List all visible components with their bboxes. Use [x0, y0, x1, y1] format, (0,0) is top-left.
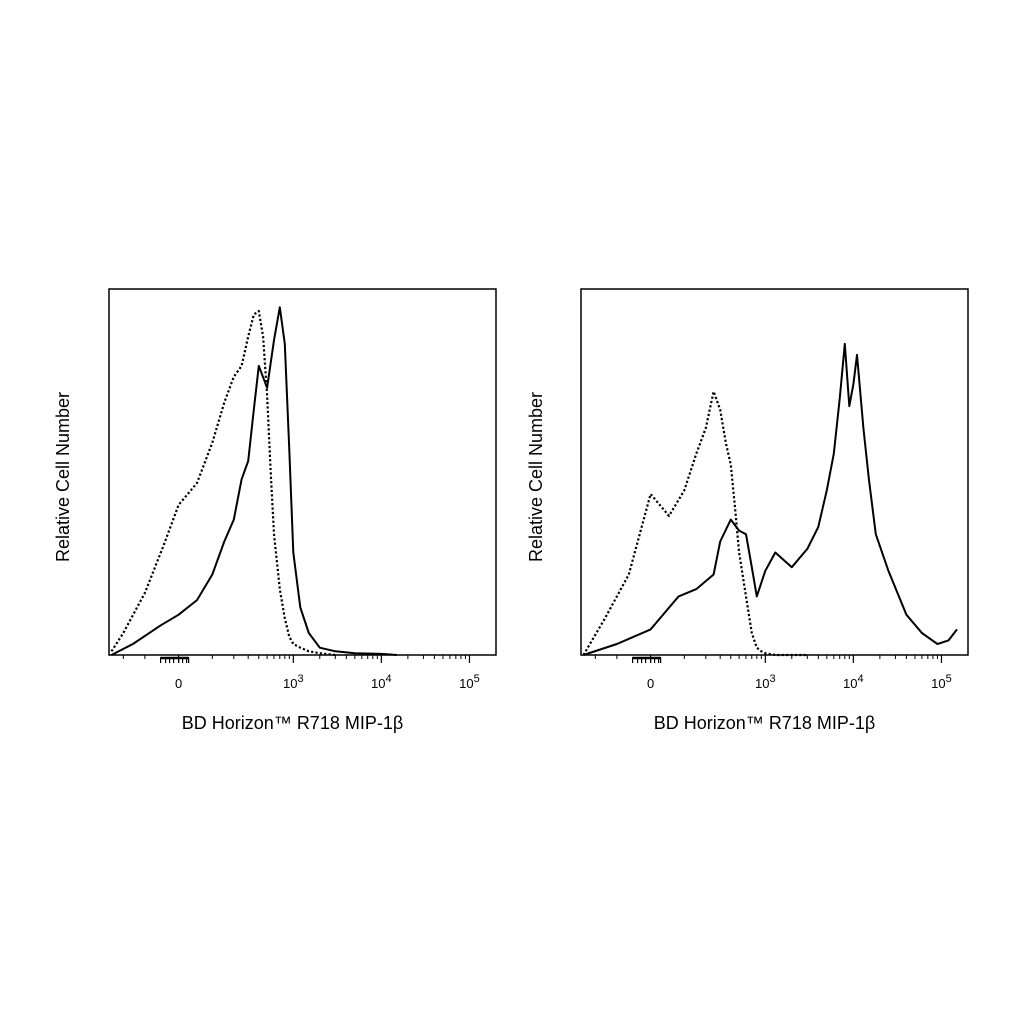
plot-frame — [108, 288, 497, 656]
x-tick-base: 10 — [843, 676, 857, 691]
x-tick-exponent: 4 — [858, 673, 864, 685]
x-tick-base: 10 — [459, 676, 473, 691]
x-tick-label: 105 — [931, 673, 952, 691]
x-tick-base: 10 — [283, 676, 297, 691]
x-tick-label: 103 — [283, 673, 304, 691]
x-tick-label: 104 — [843, 673, 864, 691]
x-tick-base: 0 — [175, 676, 182, 691]
x-tick-exponent: 3 — [770, 673, 776, 685]
y-axis-label: Relative Cell Number — [526, 392, 546, 562]
plot-frame — [580, 288, 969, 656]
x-tick-label: 104 — [371, 673, 392, 691]
x-tick-base: 10 — [931, 676, 945, 691]
x-axis-label: BD Horizon™ R718 MIP-1β — [182, 713, 403, 733]
series-line-dotted — [110, 309, 336, 657]
y-axis-label: Relative Cell Number — [53, 392, 73, 562]
x-tick-exponent: 5 — [474, 673, 480, 685]
x-tick-base: 10 — [755, 676, 769, 691]
x-tick-label: 103 — [755, 673, 776, 691]
x-tick-label: 105 — [459, 673, 480, 691]
x-tick-label: 0 — [175, 676, 182, 691]
series-line-solid — [583, 342, 958, 656]
x-tick-base: 0 — [647, 676, 654, 691]
x-tick-base: 10 — [371, 676, 385, 691]
x-tick-exponent: 3 — [298, 673, 304, 685]
x-tick-exponent: 4 — [386, 673, 392, 685]
x-axis-label: BD Horizon™ R718 MIP-1β — [654, 713, 875, 733]
series-line-solid — [111, 306, 397, 656]
x-tick-exponent: 5 — [946, 673, 952, 685]
series-line-dotted — [582, 390, 808, 657]
x-tick-label: 0 — [647, 676, 654, 691]
